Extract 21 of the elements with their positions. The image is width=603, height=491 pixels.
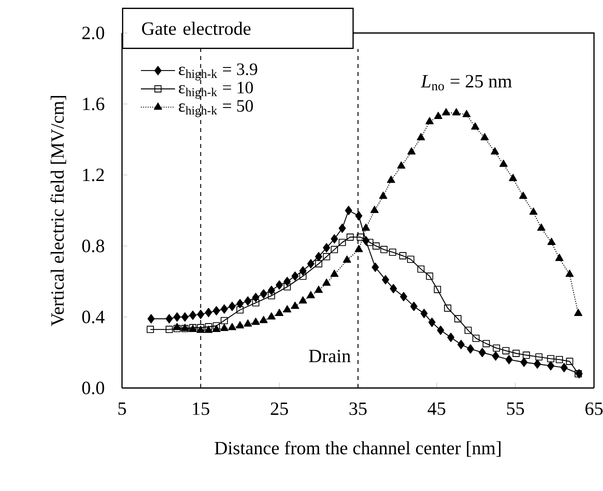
annotation: Gate electrode <box>142 22 250 35</box>
y-axis-title: Vertical electric field [MV/cm] <box>50 96 66 326</box>
y-tick-label: 2.0 <box>82 26 104 40</box>
legend-label: ε$_{high-k}$ = 10 <box>178 82 253 99</box>
y-tick-label: 1.2 <box>83 168 104 182</box>
y-tick-label: 0.0 <box>82 382 104 394</box>
annotation: L$_{no}$ = 25 nm <box>420 75 512 90</box>
x-tick-label: 15 <box>192 402 210 415</box>
legend-label: ε$_{high-k}$ = 3.9 <box>178 63 258 80</box>
x-axis-title: Distance from the channel center [nm] <box>214 441 500 457</box>
x-tick-label: 45 <box>428 402 446 415</box>
x-tick-label: 55 <box>507 402 524 415</box>
x-tick-label: 35 <box>350 402 367 416</box>
legend-label: ε$_{high-k}$ = 50 <box>178 100 253 118</box>
y-tick-label: 1.6 <box>83 98 104 110</box>
annotation: Drain <box>308 350 351 362</box>
y-tick-label: 0.8 <box>82 240 104 252</box>
x-tick-label: 5 <box>118 402 126 415</box>
x-tick-label: 25 <box>270 402 288 416</box>
y-tick-label: 0.4 <box>82 310 105 324</box>
x-tick-label: 65 <box>585 402 603 416</box>
